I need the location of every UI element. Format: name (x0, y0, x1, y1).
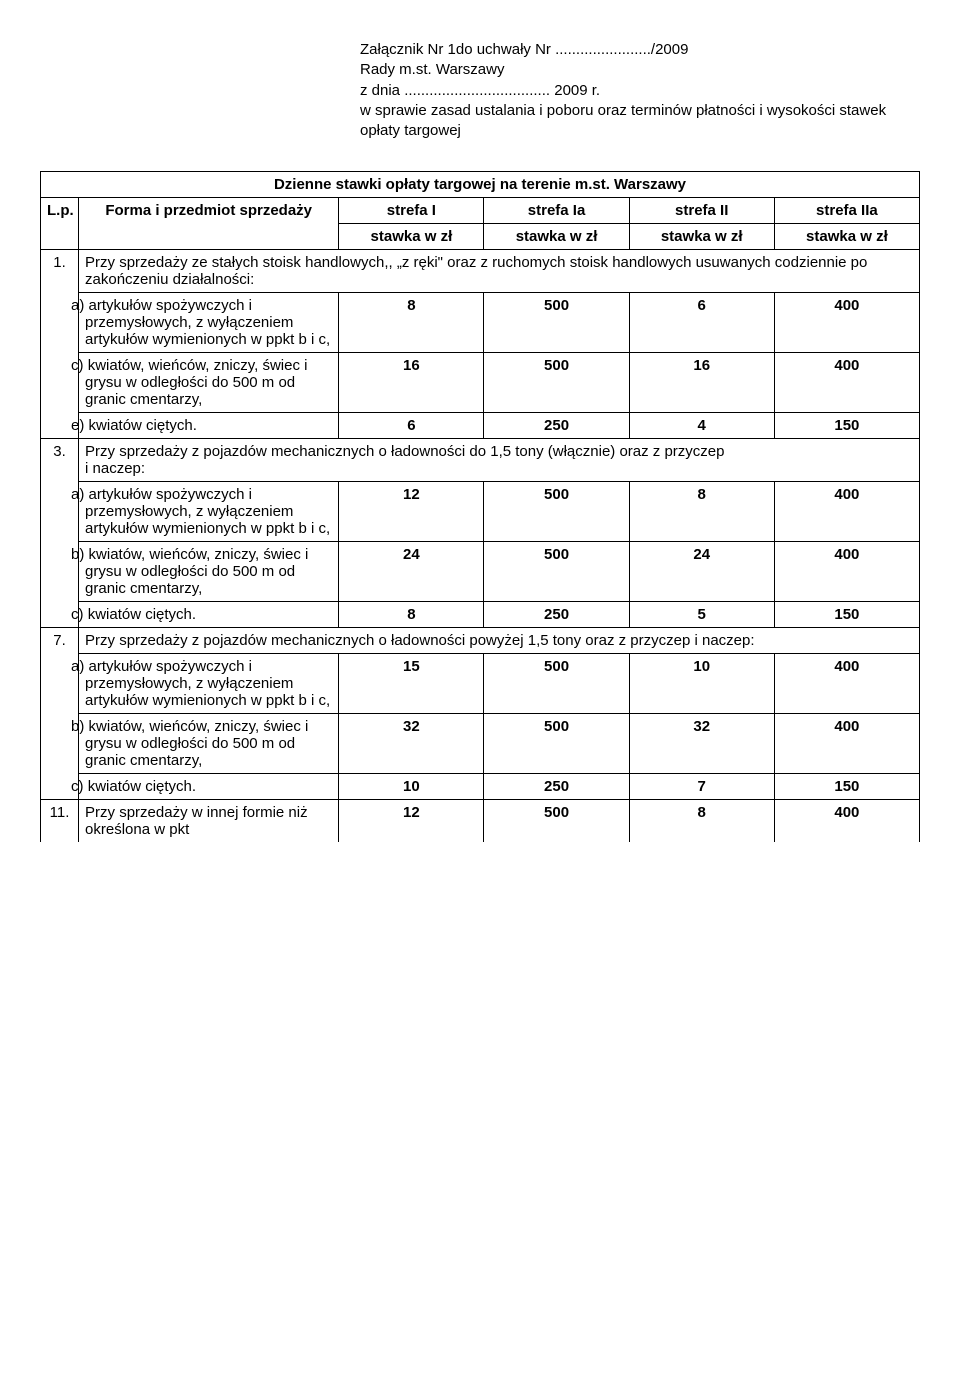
s3-c-v1: 250 (484, 602, 629, 628)
section-1-text: Przy sprzedaży ze stałych stoisk handlow… (79, 250, 920, 293)
s1-c-v1: 500 (484, 353, 629, 413)
row-num-11: 11. (41, 800, 79, 843)
s3-b-v2: 24 (629, 542, 774, 602)
table-title: Dzienne stawki opłaty targowej na tereni… (41, 172, 920, 198)
s1-a-v0: 8 (339, 293, 484, 353)
s11-v2: 8 (629, 800, 774, 843)
col-lp: L.p. (41, 198, 79, 250)
s7-a-v0: 15 (339, 654, 484, 714)
s7-c-v1: 250 (484, 774, 629, 800)
col-rate-2: stawka w zł (629, 224, 774, 250)
s11-v3: 400 (774, 800, 919, 843)
s1-a-label: a) artykułów spożywczych i przemysłowych… (79, 293, 339, 353)
s11-v0: 12 (339, 800, 484, 843)
header-line-3: z dnia .................................… (360, 81, 920, 101)
s3-c-v0: 8 (339, 602, 484, 628)
s3-a-v2: 8 (629, 482, 774, 542)
row-num-7: 7. (41, 628, 79, 800)
s7-b-v2: 32 (629, 714, 774, 774)
s7-c-v3: 150 (774, 774, 919, 800)
s1-c-v2: 16 (629, 353, 774, 413)
s1-a-v2: 6 (629, 293, 774, 353)
s7-a-v2: 10 (629, 654, 774, 714)
s1-a-v1: 500 (484, 293, 629, 353)
s3-c-v2: 5 (629, 602, 774, 628)
col-rate-1: stawka w zł (339, 224, 484, 250)
s7-b-v1: 500 (484, 714, 629, 774)
rates-table: Dzienne stawki opłaty targowej na tereni… (40, 171, 920, 842)
s1-c-v3: 400 (774, 353, 919, 413)
col-form: Forma i przedmiot sprzedaży (79, 198, 339, 250)
attachment-header: Załącznik Nr 1do uchwały Nr ............… (360, 40, 920, 141)
s7-c-v2: 7 (629, 774, 774, 800)
section-11-text: Przy sprzedaży w innej formie niż określ… (79, 800, 339, 843)
s7-a-label: a) artykułów spożywczych i przemysłowych… (79, 654, 339, 714)
s1-e-v1: 250 (484, 413, 629, 439)
col-strefa-1: strefa I (339, 198, 484, 224)
s1-e-v3: 150 (774, 413, 919, 439)
s7-b-label: b) kwiatów, wieńców, zniczy, świec i gry… (79, 714, 339, 774)
s7-b-v3: 400 (774, 714, 919, 774)
s3-a-v0: 12 (339, 482, 484, 542)
col-strefa-2a: strefa IIa (774, 198, 919, 224)
s3-a-v1: 500 (484, 482, 629, 542)
s1-c-v0: 16 (339, 353, 484, 413)
s7-b-v0: 32 (339, 714, 484, 774)
s11-v1: 500 (484, 800, 629, 843)
col-strefa-2: strefa II (629, 198, 774, 224)
s3-a-v3: 400 (774, 482, 919, 542)
header-line-2: Rady m.st. Warszawy (360, 60, 920, 80)
s3-b-label: b) kwiatów, wieńców, zniczy, świec i gry… (79, 542, 339, 602)
s1-a-v3: 400 (774, 293, 919, 353)
s3-a-label: a) artykułów spożywczych i przemysłowych… (79, 482, 339, 542)
section-7-text: Przy sprzedaży z pojazdów mechanicznych … (79, 628, 920, 654)
s3-b-v0: 24 (339, 542, 484, 602)
s1-c-label: c) kwiatów, wieńców, zniczy, świec i gry… (79, 353, 339, 413)
header-line-1: Załącznik Nr 1do uchwały Nr ............… (360, 40, 920, 60)
row-num-1: 1. (41, 250, 79, 439)
s3-b-v1: 500 (484, 542, 629, 602)
s3-b-v3: 400 (774, 542, 919, 602)
s1-e-v2: 4 (629, 413, 774, 439)
col-strefa-1a: strefa Ia (484, 198, 629, 224)
s3-c-v3: 150 (774, 602, 919, 628)
col-rate-1a: stawka w zł (484, 224, 629, 250)
s3-c-label: c) kwiatów ciętych. (79, 602, 339, 628)
s1-e-v0: 6 (339, 413, 484, 439)
s7-c-v0: 10 (339, 774, 484, 800)
header-line-4: w sprawie zasad ustalania i poboru oraz … (360, 101, 920, 142)
col-rate-2a: stawka w zł (774, 224, 919, 250)
row-num-3: 3. (41, 439, 79, 628)
s7-c-label: c) kwiatów ciętych. (79, 774, 339, 800)
s7-a-v1: 500 (484, 654, 629, 714)
s1-e-label: e) kwiatów ciętych. (79, 413, 339, 439)
section-3-text: Przy sprzedaży z pojazdów mechanicznych … (79, 439, 920, 482)
s7-a-v3: 400 (774, 654, 919, 714)
